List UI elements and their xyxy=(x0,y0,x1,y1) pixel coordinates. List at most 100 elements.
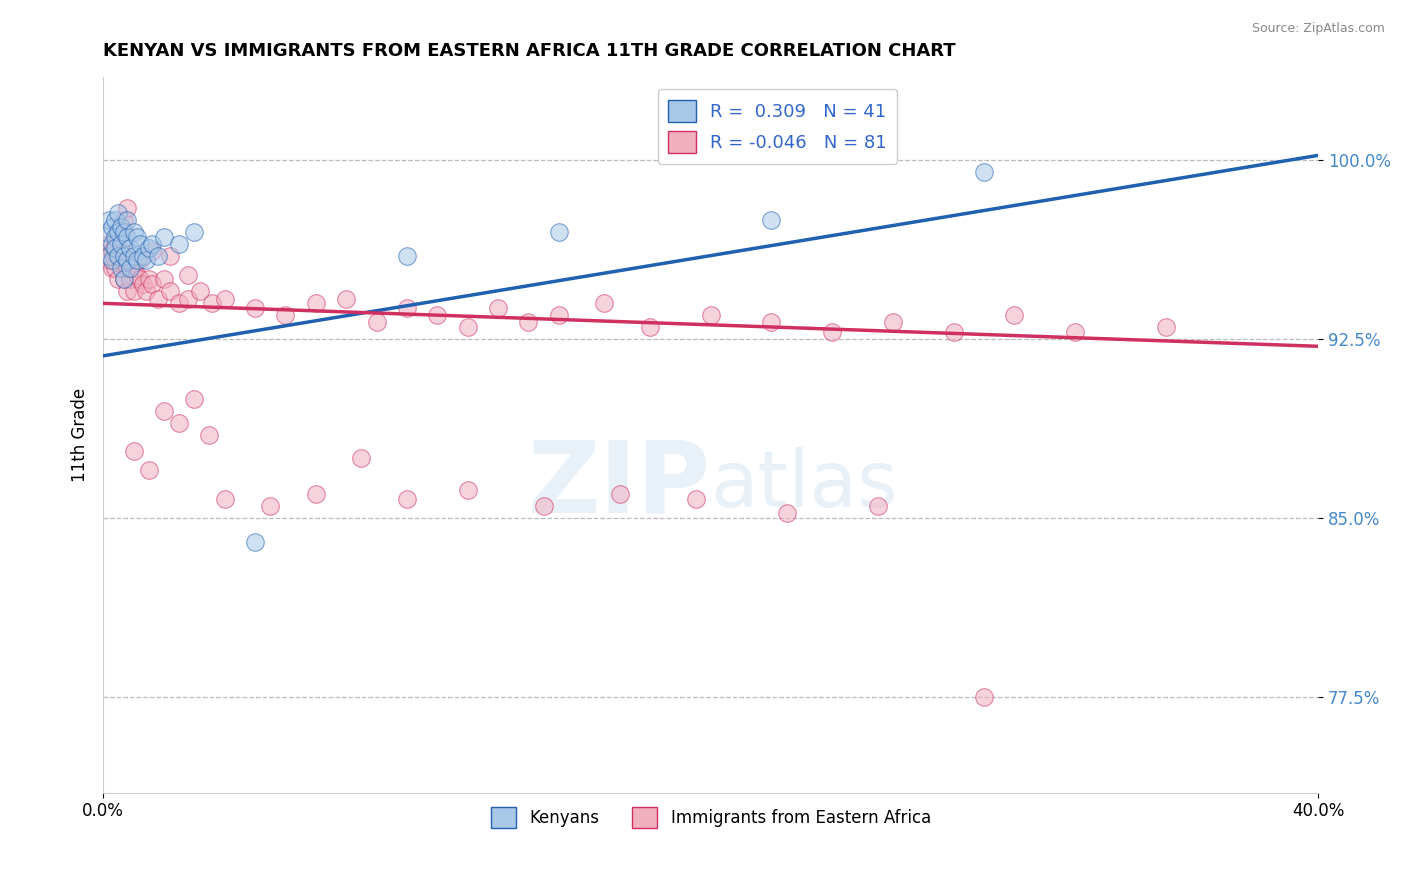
Point xyxy=(1064,325,1087,339)
Point xyxy=(110,260,132,275)
Point xyxy=(107,249,129,263)
Point xyxy=(122,260,145,275)
Point xyxy=(135,285,157,299)
Point xyxy=(486,301,509,315)
Point xyxy=(122,249,145,263)
Point xyxy=(395,491,418,506)
Point xyxy=(141,244,163,258)
Point xyxy=(98,236,121,251)
Point xyxy=(942,325,965,339)
Point xyxy=(128,236,150,251)
Point xyxy=(107,249,129,263)
Point xyxy=(517,315,540,329)
Point xyxy=(98,253,121,268)
Point xyxy=(141,277,163,292)
Point xyxy=(821,325,844,339)
Point xyxy=(259,500,281,514)
Point xyxy=(107,225,129,239)
Point xyxy=(120,260,142,275)
Text: KENYAN VS IMMIGRANTS FROM EASTERN AFRICA 11TH GRADE CORRELATION CHART: KENYAN VS IMMIGRANTS FROM EASTERN AFRICA… xyxy=(103,42,956,60)
Point xyxy=(120,272,142,286)
Text: Source: ZipAtlas.com: Source: ZipAtlas.com xyxy=(1251,22,1385,36)
Point xyxy=(117,285,139,299)
Point xyxy=(153,403,176,417)
Point xyxy=(107,205,129,219)
Point xyxy=(183,225,205,239)
Point xyxy=(110,253,132,268)
Point xyxy=(122,444,145,458)
Point xyxy=(1156,320,1178,334)
Point xyxy=(335,292,357,306)
Point xyxy=(243,301,266,315)
Point xyxy=(104,260,127,275)
Point xyxy=(177,292,200,306)
Point xyxy=(141,236,163,251)
Point xyxy=(395,249,418,263)
Point xyxy=(112,272,135,286)
Point xyxy=(122,285,145,299)
Point xyxy=(98,249,121,263)
Point xyxy=(198,427,221,442)
Point xyxy=(117,212,139,227)
Point xyxy=(101,253,124,268)
Point xyxy=(609,487,631,501)
Text: ZIP: ZIP xyxy=(527,436,710,533)
Point xyxy=(426,308,449,322)
Point xyxy=(112,249,135,263)
Point xyxy=(107,229,129,244)
Point xyxy=(201,296,224,310)
Point xyxy=(128,272,150,286)
Point xyxy=(122,225,145,239)
Point xyxy=(177,268,200,282)
Point xyxy=(685,491,707,506)
Point xyxy=(167,296,190,310)
Point xyxy=(153,229,176,244)
Point xyxy=(973,165,995,179)
Point xyxy=(761,212,783,227)
Point xyxy=(183,392,205,406)
Point xyxy=(120,253,142,268)
Point xyxy=(125,253,148,268)
Point xyxy=(101,219,124,234)
Point xyxy=(775,507,797,521)
Point xyxy=(117,201,139,215)
Point xyxy=(98,212,121,227)
Point xyxy=(112,225,135,239)
Point xyxy=(167,236,190,251)
Point xyxy=(243,535,266,549)
Point xyxy=(101,236,124,251)
Point xyxy=(350,451,373,466)
Point xyxy=(593,296,616,310)
Point xyxy=(104,236,127,251)
Point xyxy=(547,308,569,322)
Point xyxy=(159,285,181,299)
Point xyxy=(112,212,135,227)
Y-axis label: 11th Grade: 11th Grade xyxy=(72,387,89,482)
Point xyxy=(214,491,236,506)
Point xyxy=(135,253,157,268)
Point xyxy=(110,219,132,234)
Point xyxy=(457,483,479,497)
Point xyxy=(107,272,129,286)
Point xyxy=(131,249,153,263)
Point xyxy=(128,253,150,268)
Point xyxy=(533,500,555,514)
Point xyxy=(146,249,169,263)
Point xyxy=(138,242,160,256)
Point xyxy=(457,320,479,334)
Point xyxy=(104,212,127,227)
Legend: Kenyans, Immigrants from Eastern Africa: Kenyans, Immigrants from Eastern Africa xyxy=(484,801,938,834)
Point xyxy=(117,253,139,268)
Point xyxy=(973,690,995,705)
Point xyxy=(131,277,153,292)
Point xyxy=(188,285,211,299)
Point xyxy=(112,249,135,263)
Point xyxy=(104,229,127,244)
Point xyxy=(110,219,132,234)
Point xyxy=(112,272,135,286)
Point xyxy=(138,463,160,477)
Point xyxy=(96,225,118,239)
Point xyxy=(1004,308,1026,322)
Point xyxy=(125,229,148,244)
Point xyxy=(125,268,148,282)
